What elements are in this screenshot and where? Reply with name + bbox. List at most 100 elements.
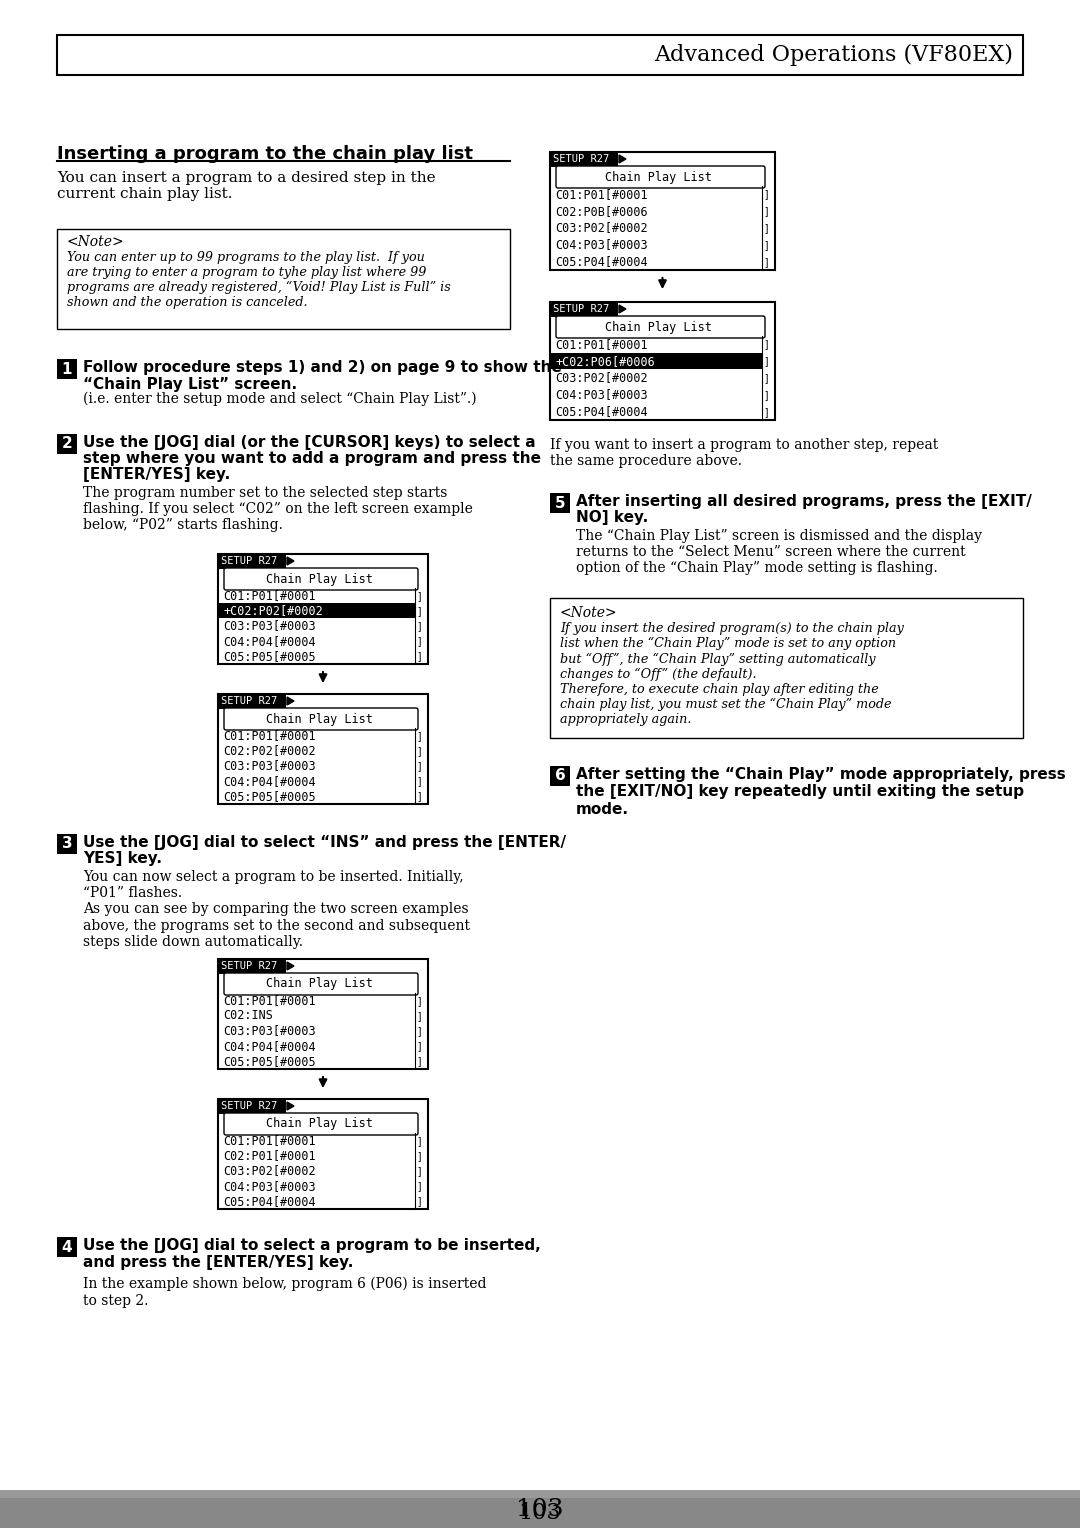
Text: ]: ] <box>416 730 422 741</box>
Text: SETUP R27: SETUP R27 <box>553 304 609 313</box>
FancyBboxPatch shape <box>224 1112 418 1135</box>
Bar <box>218 694 428 804</box>
Text: C01:P01[#0001: C01:P01[#0001 <box>222 590 315 602</box>
Polygon shape <box>287 558 294 565</box>
Text: C03:P02[#0002: C03:P02[#0002 <box>555 371 648 385</box>
Polygon shape <box>619 154 626 163</box>
Bar <box>218 555 428 665</box>
Text: step where you want to add a program and press the: step where you want to add a program and… <box>83 451 541 466</box>
Text: C05:P05[#0005: C05:P05[#0005 <box>222 649 315 663</box>
Text: Advanced Operations (VF80EX): Advanced Operations (VF80EX) <box>654 44 1013 66</box>
Text: ]: ] <box>416 591 422 601</box>
Text: ]: ] <box>416 792 422 801</box>
FancyBboxPatch shape <box>224 568 418 590</box>
Text: You can insert a program to a desired step in the
current chain play list.: You can insert a program to a desired st… <box>57 171 435 202</box>
Text: C03:P02[#0002: C03:P02[#0002 <box>555 222 648 234</box>
Bar <box>218 1100 286 1114</box>
Text: If you insert the desired program(s) to the chain play
list when the “Chain Play: If you insert the desired program(s) to … <box>561 622 904 726</box>
Bar <box>550 766 570 785</box>
Text: ]: ] <box>762 223 769 232</box>
Polygon shape <box>287 1102 294 1109</box>
Text: C01:P01[#0001: C01:P01[#0001 <box>555 338 648 351</box>
Bar <box>550 153 618 167</box>
Text: Chain Play List: Chain Play List <box>266 712 373 726</box>
Text: SETUP R27: SETUP R27 <box>221 556 278 565</box>
Text: C05:P04[#0004: C05:P04[#0004 <box>555 405 648 419</box>
Text: C05:P05[#0005: C05:P05[#0005 <box>222 1054 315 1068</box>
Text: 1: 1 <box>62 362 72 376</box>
Text: 4: 4 <box>62 1239 72 1254</box>
Text: Chain Play List: Chain Play List <box>266 978 373 990</box>
Text: Inserting a program to the chain play list: Inserting a program to the chain play li… <box>57 145 473 163</box>
Text: 2: 2 <box>62 437 72 451</box>
Text: ]: ] <box>416 1041 422 1051</box>
Text: ]: ] <box>416 1135 422 1146</box>
Bar <box>57 359 77 379</box>
Polygon shape <box>287 963 294 970</box>
Polygon shape <box>619 306 626 313</box>
Text: 3: 3 <box>62 836 72 851</box>
Text: Chain Play List: Chain Play List <box>605 321 712 333</box>
Text: ]: ] <box>416 761 422 772</box>
Text: ]: ] <box>762 339 769 350</box>
FancyBboxPatch shape <box>224 707 418 730</box>
Text: C01:P01[#0001: C01:P01[#0001 <box>222 729 315 743</box>
Text: C03:P03[#0003: C03:P03[#0003 <box>222 619 315 633</box>
Bar <box>218 960 286 973</box>
Text: C01:P01[#0001: C01:P01[#0001 <box>555 188 648 200</box>
Bar <box>0 1497 1080 1528</box>
Text: ]: ] <box>762 257 769 266</box>
Text: Use the [JOG] dial to select “INS” and press the [ENTER/: Use the [JOG] dial to select “INS” and p… <box>83 834 566 850</box>
Bar <box>57 434 77 454</box>
Text: 6: 6 <box>555 769 565 784</box>
Bar <box>550 303 618 316</box>
Bar <box>550 494 570 513</box>
Text: <Note>: <Note> <box>561 607 618 620</box>
Text: C04:P03[#0003: C04:P03[#0003 <box>222 1180 315 1193</box>
Text: [ENTER/YES] key.: [ENTER/YES] key. <box>83 468 230 481</box>
Text: SETUP R27: SETUP R27 <box>221 1102 278 1111</box>
Text: ]: ] <box>416 1025 422 1036</box>
Bar <box>219 604 415 617</box>
Text: ]: ] <box>416 1181 422 1192</box>
Text: YES] key.: YES] key. <box>83 851 162 866</box>
Text: ]: ] <box>416 1151 422 1161</box>
Text: 5: 5 <box>555 495 565 510</box>
Text: C04:P04[#0004: C04:P04[#0004 <box>222 634 315 648</box>
Text: ]: ] <box>762 373 769 384</box>
Bar <box>218 695 286 709</box>
Text: C03:P03[#0003: C03:P03[#0003 <box>222 759 315 773</box>
FancyBboxPatch shape <box>224 973 418 995</box>
Text: Use the [JOG] dial to select a program to be inserted,
and press the [ENTER/YES]: Use the [JOG] dial to select a program t… <box>83 1238 541 1270</box>
Text: +C02:P06[#0006: +C02:P06[#0006 <box>555 354 654 368</box>
Text: 103: 103 <box>518 1502 562 1523</box>
Text: C03:P03[#0003: C03:P03[#0003 <box>222 1024 315 1038</box>
Text: ]: ] <box>416 1166 422 1177</box>
Text: If you want to insert a program to another step, repeat
the same procedure above: If you want to insert a program to anoth… <box>550 439 939 468</box>
Text: ]: ] <box>416 1056 422 1067</box>
Text: C03:P02[#0002: C03:P02[#0002 <box>222 1164 315 1178</box>
Text: C02:P02[#0002: C02:P02[#0002 <box>222 744 315 758</box>
Polygon shape <box>287 697 294 704</box>
Bar <box>0 1490 1080 1528</box>
Text: C04:P03[#0003: C04:P03[#0003 <box>555 238 648 251</box>
Text: ]: ] <box>416 1196 422 1207</box>
Text: C02:P01[#0001: C02:P01[#0001 <box>222 1149 315 1163</box>
Text: Follow procedure steps 1) and 2) on page 9 to show the
“Chain Play List” screen.: Follow procedure steps 1) and 2) on page… <box>83 361 562 393</box>
Text: ]: ] <box>762 406 769 417</box>
Text: You can enter up to 99 programs to the play list.  If you
are trying to enter a : You can enter up to 99 programs to the p… <box>67 251 450 309</box>
Bar <box>218 1099 428 1209</box>
Text: You can now select a program to be inserted. Initially,
“P01” flashes.
As you ca: You can now select a program to be inser… <box>83 869 470 949</box>
Text: (i.e. enter the setup mode and select “Chain Play List”.): (i.e. enter the setup mode and select “C… <box>83 393 476 406</box>
Text: ]: ] <box>416 1012 422 1021</box>
Text: ]: ] <box>416 996 422 1005</box>
Text: C04:P04[#0004: C04:P04[#0004 <box>222 775 315 788</box>
Text: C02:INS: C02:INS <box>222 1010 273 1022</box>
FancyBboxPatch shape <box>556 167 765 188</box>
Text: SETUP R27: SETUP R27 <box>553 154 609 163</box>
Text: After setting the “Chain Play” mode appropriately, press
the [EXIT/NO] key repea: After setting the “Chain Play” mode appr… <box>576 767 1066 817</box>
Text: SETUP R27: SETUP R27 <box>221 695 278 706</box>
Text: C04:P03[#0003: C04:P03[#0003 <box>555 388 648 402</box>
Bar <box>218 960 428 1070</box>
Text: C01:P01[#0001: C01:P01[#0001 <box>222 995 315 1007</box>
